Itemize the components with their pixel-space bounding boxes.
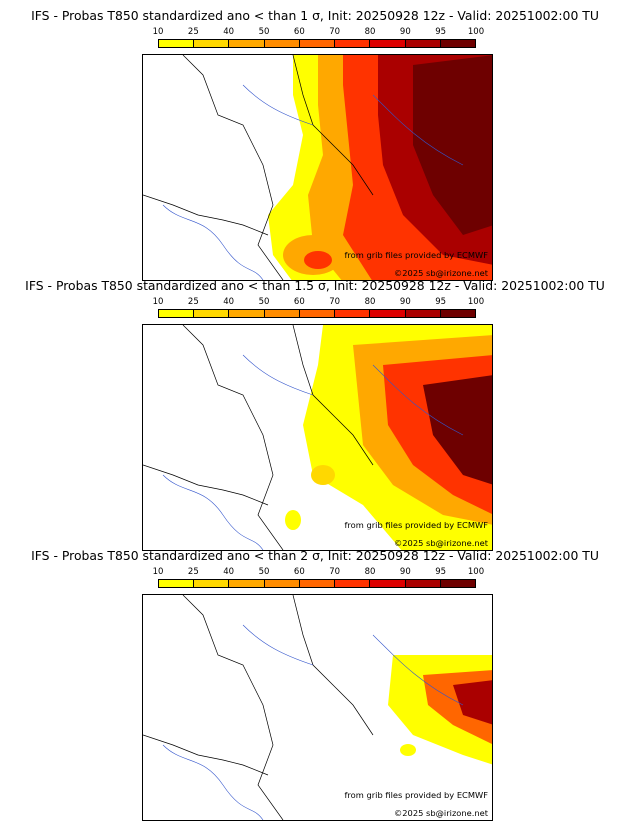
colorbar-tick-label: 80 <box>364 297 376 307</box>
probability-map: from grib files provided by ECMWF ©2025 … <box>142 54 493 281</box>
colorbar-segment <box>299 580 336 587</box>
source-credit: from grib files provided by ECMWF <box>344 790 488 800</box>
map-graphic <box>143 55 492 280</box>
colorbar-tick-label: 90 <box>399 297 411 307</box>
colorbar-segment <box>370 580 406 587</box>
probability-map: from grib files provided by ECMWF ©2025 … <box>142 324 493 551</box>
colorbar-tick-label: 50 <box>258 567 270 577</box>
colorbar <box>158 579 476 588</box>
colorbar-segment <box>405 40 441 47</box>
colorbar-segment <box>264 310 300 317</box>
colorbar-tick-label: 25 <box>187 567 199 577</box>
rivers <box>162 84 464 280</box>
colorbar-tick-label: 50 <box>258 27 270 37</box>
country-borders <box>143 55 374 280</box>
colorbar-tick-label: 70 <box>329 567 341 577</box>
colorbar-tick-label: 10 <box>152 297 164 307</box>
colorbar-tick-label: 100 <box>467 27 485 37</box>
colorbar-segment <box>405 310 441 317</box>
colorbar-tick-label: 60 <box>293 567 305 577</box>
colorbar-labels: 10 25 40 50 60 70 80 90 95 100 <box>153 27 485 37</box>
colorbar-labels: 10 25 40 50 60 70 80 90 95 100 <box>153 297 485 307</box>
colorbar-tick-label: 10 <box>152 27 164 37</box>
colorbar-tick-label: 40 <box>223 27 235 37</box>
colorbar-segment <box>335 580 371 587</box>
colorbar-segment <box>299 40 336 47</box>
colorbar-tick-label: 90 <box>399 567 411 577</box>
colorbar <box>158 309 476 318</box>
colorbar-tick-label: 95 <box>435 27 447 37</box>
colorbar-tick-label: 95 <box>435 567 447 577</box>
colorbar <box>158 39 476 48</box>
source-credit: from grib files provided by ECMWF <box>344 250 488 260</box>
copyright: ©2025 sb@irizone.net <box>393 808 488 818</box>
colorbar-segment <box>159 310 195 317</box>
copyright: ©2025 sb@irizone.net <box>393 538 488 548</box>
colorbar-tick-label: 40 <box>223 297 235 307</box>
probability-shading <box>388 655 492 765</box>
panel-title: IFS - Probas T850 standardized ano < tha… <box>31 8 599 23</box>
copyright: ©2025 sb@irizone.net <box>393 268 488 278</box>
colorbar-segment <box>159 580 195 587</box>
colorbar-segment <box>159 40 195 47</box>
map-graphic <box>143 595 492 820</box>
colorbar-tick-label: 100 <box>467 297 485 307</box>
colorbar-segment <box>335 40 371 47</box>
colorbar-segment <box>299 310 336 317</box>
probability-shading <box>285 325 492 550</box>
colorbar-tick-label: 100 <box>467 567 485 577</box>
colorbar-tick-label: 25 <box>187 27 199 37</box>
colorbar-segment <box>229 580 265 587</box>
rivers <box>162 354 464 550</box>
colorbar-labels: 10 25 40 50 60 70 80 90 95 100 <box>153 567 485 577</box>
country-borders <box>143 595 374 820</box>
colorbar-tick-label: 80 <box>364 567 376 577</box>
colorbar-tick-label: 70 <box>329 27 341 37</box>
colorbar-segment <box>440 580 475 587</box>
colorbar-tick-label: 50 <box>258 297 270 307</box>
colorbar-tick-label: 40 <box>223 567 235 577</box>
colorbar-tick-label: 60 <box>293 297 305 307</box>
colorbar-tick-label: 90 <box>399 27 411 37</box>
probability-map: from grib files provided by ECMWF ©2025 … <box>142 594 493 821</box>
colorbar-tick-label: 60 <box>293 27 305 37</box>
colorbar-tick-label: 10 <box>152 567 164 577</box>
colorbar-segment <box>194 40 230 47</box>
country-borders <box>143 325 374 550</box>
colorbar-segment <box>335 310 371 317</box>
colorbar-segment <box>264 40 300 47</box>
probability-shading <box>268 55 492 280</box>
colorbar-segment <box>440 310 475 317</box>
colorbar-segment <box>264 580 300 587</box>
colorbar-tick-label: 95 <box>435 297 447 307</box>
colorbar-tick-label: 70 <box>329 297 341 307</box>
colorbar-segment <box>405 580 441 587</box>
colorbar-tick-label: 80 <box>364 27 376 37</box>
map-graphic <box>143 325 492 550</box>
forecast-panel-1: IFS - Probas T850 standardized ano < tha… <box>0 6 630 282</box>
forecast-panel-3: IFS - Probas T850 standardized ano < tha… <box>0 546 630 822</box>
colorbar-segment <box>229 310 265 317</box>
source-credit: from grib files provided by ECMWF <box>344 520 488 530</box>
rivers <box>162 624 464 820</box>
colorbar-segment <box>440 40 475 47</box>
colorbar-segment <box>370 310 406 317</box>
colorbar-segment <box>370 40 406 47</box>
colorbar-segment <box>194 580 230 587</box>
panel-title: IFS - Probas T850 standardized ano < tha… <box>25 278 605 293</box>
colorbar-segment <box>229 40 265 47</box>
colorbar-tick-label: 25 <box>187 297 199 307</box>
forecast-panel-2: IFS - Probas T850 standardized ano < tha… <box>0 276 630 552</box>
colorbar-segment <box>194 310 230 317</box>
panel-title: IFS - Probas T850 standardized ano < tha… <box>31 548 599 563</box>
